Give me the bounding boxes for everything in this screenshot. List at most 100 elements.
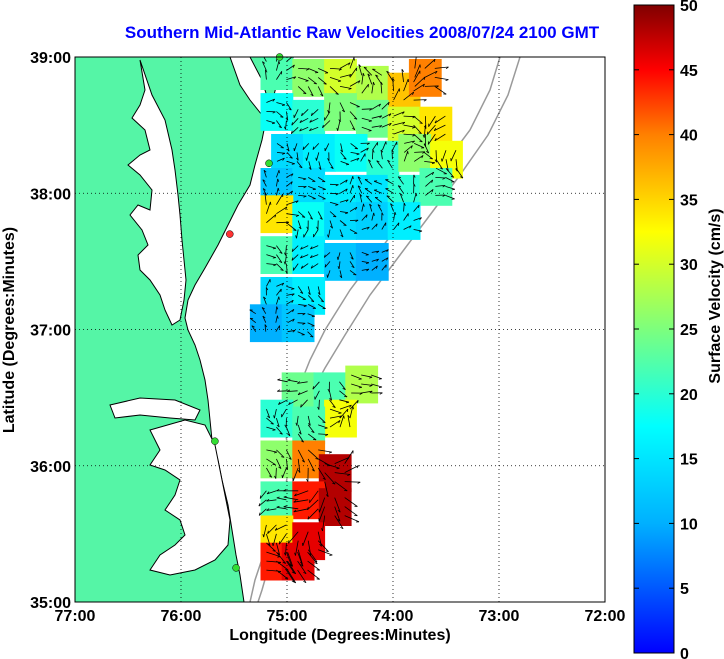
velocity-arrowhead: [303, 580, 307, 584]
velocity-arrow: [390, 203, 394, 212]
velocity-arrowhead: [310, 300, 315, 303]
velocity-arrowhead: [323, 254, 326, 258]
velocity-arrowhead: [366, 268, 370, 272]
y-tick-label: 37:00: [30, 323, 71, 340]
velocity-arrowhead: [460, 176, 464, 179]
velocity-arrow: [297, 211, 306, 218]
velocity-cell: [398, 134, 432, 172]
velocity-arrowhead: [292, 57, 294, 59]
velocity-arrow: [318, 506, 326, 522]
velocity-arrow: [282, 467, 287, 479]
velocity-arrowhead: [335, 93, 339, 95]
velocity-arrowhead: [442, 194, 446, 197]
station-layer: [211, 53, 284, 572]
velocity-arrowhead: [272, 542, 274, 546]
velocity-arrowhead: [379, 125, 383, 128]
velocity-arrow: [276, 60, 280, 71]
velocity-arrow: [276, 102, 286, 106]
velocity-arrowhead: [376, 223, 378, 227]
velocity-arrow: [286, 551, 292, 567]
velocity-arrow: [251, 325, 257, 332]
velocity-arrowhead: [421, 155, 424, 159]
velocity-arrowhead: [311, 315, 315, 318]
velocity-arrow: [276, 542, 280, 556]
velocity-arrow: [387, 159, 393, 169]
velocity-arrow: [349, 252, 354, 260]
velocity-arrow: [327, 270, 331, 278]
velocity-arrow: [329, 408, 342, 414]
velocity-arrow: [344, 506, 358, 517]
velocity-arrow: [275, 325, 280, 332]
velocity-arrowhead: [251, 325, 255, 328]
velocity-arrowhead: [344, 396, 348, 398]
velocity-arrowhead: [333, 215, 337, 218]
velocity-arrowhead: [312, 146, 315, 150]
velocity-arrowhead: [293, 509, 297, 513]
velocity-arrowhead: [356, 465, 359, 469]
velocity-arrow: [329, 399, 336, 408]
velocity-arrowhead: [357, 481, 361, 484]
velocity-arrow: [427, 133, 436, 145]
velocity-arrow: [381, 101, 390, 110]
velocity-arrow: [373, 180, 382, 185]
velocity-arrowhead: [272, 257, 276, 259]
velocity-arrowhead: [322, 421, 326, 424]
velocity-arrowhead: [335, 193, 339, 196]
velocity-arrow: [361, 214, 368, 221]
velocity-arrowhead: [318, 167, 322, 170]
velocity-arrowhead: [367, 73, 371, 77]
velocity-arrow: [371, 125, 382, 128]
velocity-arrowhead: [345, 199, 349, 203]
velocity-arrow: [263, 170, 267, 178]
velocity-arrow: [309, 117, 319, 123]
velocity-arrowhead: [278, 296, 280, 300]
velocity-arrow: [339, 415, 345, 428]
velocity-arrow: [380, 82, 383, 94]
velocity-arrowhead: [283, 495, 287, 498]
velocity-arrow: [291, 127, 299, 134]
velocity-arrow: [334, 472, 351, 475]
velocity-arrowhead: [373, 82, 375, 86]
velocity-arrow: [424, 58, 436, 69]
velocity-arrowhead: [431, 179, 434, 183]
velocity-arrow: [307, 415, 311, 426]
station-marker: [232, 564, 240, 572]
velocity-arrow: [287, 318, 295, 324]
velocity-arrow: [360, 147, 369, 153]
velocity-arrow: [324, 463, 340, 469]
velocity-arrowhead: [262, 53, 265, 55]
velocity-arrow: [349, 102, 360, 108]
velocity-arrowhead: [266, 508, 270, 511]
x-tick-label: 73:00: [479, 608, 520, 625]
velocity-arrowhead: [398, 185, 402, 188]
velocity-arrow: [425, 179, 433, 187]
velocity-arrow: [377, 204, 383, 212]
velocity-arrowhead: [303, 92, 307, 95]
velocity-cell: [249, 304, 283, 343]
velocity-arrow: [297, 551, 304, 567]
velocity-arrowhead: [258, 503, 261, 507]
velocity-arrowhead: [295, 235, 297, 239]
velocity-arrowhead: [287, 378, 291, 381]
velocity-arrowhead: [285, 270, 288, 274]
velocity-arrow: [338, 261, 341, 270]
velocity-arrowhead: [373, 212, 375, 216]
velocity-arrow: [310, 263, 319, 269]
velocity-arrowhead: [338, 420, 341, 424]
velocity-arrow: [309, 126, 319, 132]
velocity-arrow: [314, 390, 320, 400]
velocity-arrowhead: [450, 175, 454, 178]
velocity-arrow: [445, 177, 455, 183]
velocity-arrow: [297, 220, 302, 230]
velocity-arrowhead: [337, 266, 340, 270]
velocity-arrow: [296, 161, 303, 168]
velocity-arrowhead: [431, 162, 435, 165]
velocity-arrow: [413, 204, 420, 212]
velocity-arrowhead: [368, 130, 372, 132]
colorbar-ticks: 0 5 10 15 20 25 30 35 40 45 50: [634, 0, 698, 659]
velocity-arrow: [434, 124, 446, 131]
velocity-arrow: [381, 249, 389, 253]
velocity-arrow: [263, 296, 267, 305]
velocity-arrow: [339, 86, 352, 89]
velocity-arrowhead: [292, 64, 295, 68]
